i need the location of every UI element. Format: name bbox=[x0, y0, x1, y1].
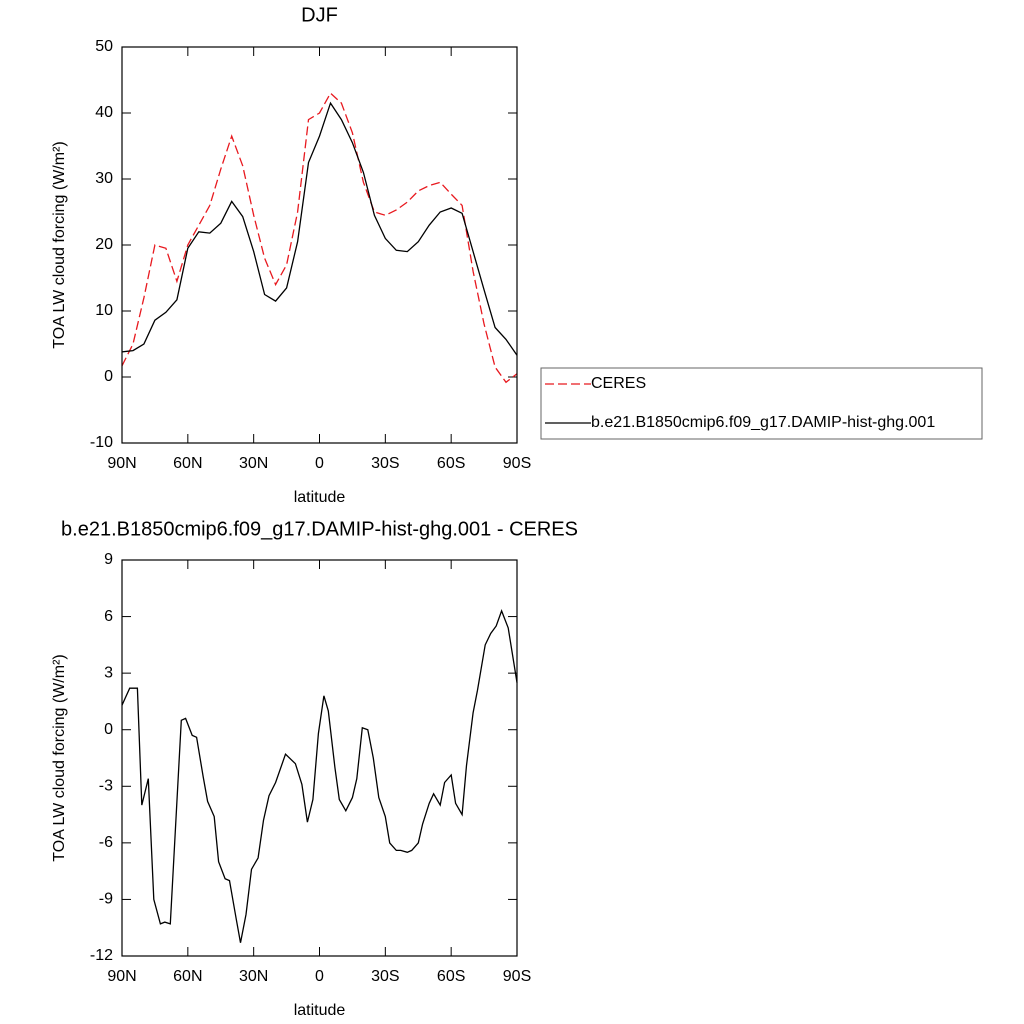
x-tick-label: 30S bbox=[371, 968, 399, 985]
data-line bbox=[121, 92, 518, 384]
chart-title: b.e21.B1850cmip6.f09_g17.DAMIP-hist-ghg.… bbox=[61, 518, 578, 540]
y-axis-label: TOA LW cloud forcing (W/m²) bbox=[51, 654, 68, 861]
y-tick-label: 6 bbox=[104, 608, 113, 625]
y-tick-label: 50 bbox=[95, 38, 113, 55]
y-axis-label: TOA LW cloud forcing (W/m²) bbox=[51, 141, 68, 348]
y-tick-label: 10 bbox=[95, 302, 113, 319]
y-tick-label: -12 bbox=[90, 947, 113, 964]
x-tick-label: 0 bbox=[315, 968, 324, 985]
x-tick-label: 30N bbox=[239, 455, 268, 472]
y-tick-label: 0 bbox=[104, 368, 113, 385]
chart-title: DJF bbox=[301, 4, 338, 26]
y-tick-label: 40 bbox=[95, 104, 113, 121]
x-tick-label: 60S bbox=[437, 968, 465, 985]
data-line bbox=[121, 609, 518, 943]
x-axis-label: latitude bbox=[294, 1002, 346, 1019]
legend-box bbox=[540, 367, 983, 440]
y-tick-label: 9 bbox=[104, 551, 113, 568]
x-axis-label: latitude bbox=[294, 489, 346, 506]
legend-label: CERES bbox=[591, 375, 646, 392]
y-tick-label: -3 bbox=[99, 778, 113, 795]
y-tick-label: -9 bbox=[99, 891, 113, 908]
y-tick-label: -6 bbox=[99, 834, 113, 851]
plot-frame bbox=[121, 46, 518, 444]
y-tick-label: 20 bbox=[95, 236, 113, 253]
y-tick-label: 30 bbox=[95, 170, 113, 187]
x-tick-label: 60S bbox=[437, 455, 465, 472]
x-tick-label: 0 bbox=[315, 455, 324, 472]
x-tick-label: 30N bbox=[239, 968, 268, 985]
x-tick-label: 90S bbox=[503, 968, 531, 985]
y-tick-label: 0 bbox=[104, 721, 113, 738]
x-tick-label: 60N bbox=[173, 455, 202, 472]
data-line bbox=[121, 101, 518, 356]
legend-label: b.e21.B1850cmip6.f09_g17.DAMIP-hist-ghg.… bbox=[591, 414, 935, 431]
x-tick-label: 90N bbox=[107, 968, 136, 985]
x-tick-label: 30S bbox=[371, 455, 399, 472]
x-tick-label: 60N bbox=[173, 968, 202, 985]
x-tick-label: 90N bbox=[107, 455, 136, 472]
x-tick-label: 90S bbox=[503, 455, 531, 472]
plot-frame bbox=[121, 559, 518, 957]
y-tick-label: 3 bbox=[104, 664, 113, 681]
y-tick-label: -10 bbox=[90, 434, 113, 451]
